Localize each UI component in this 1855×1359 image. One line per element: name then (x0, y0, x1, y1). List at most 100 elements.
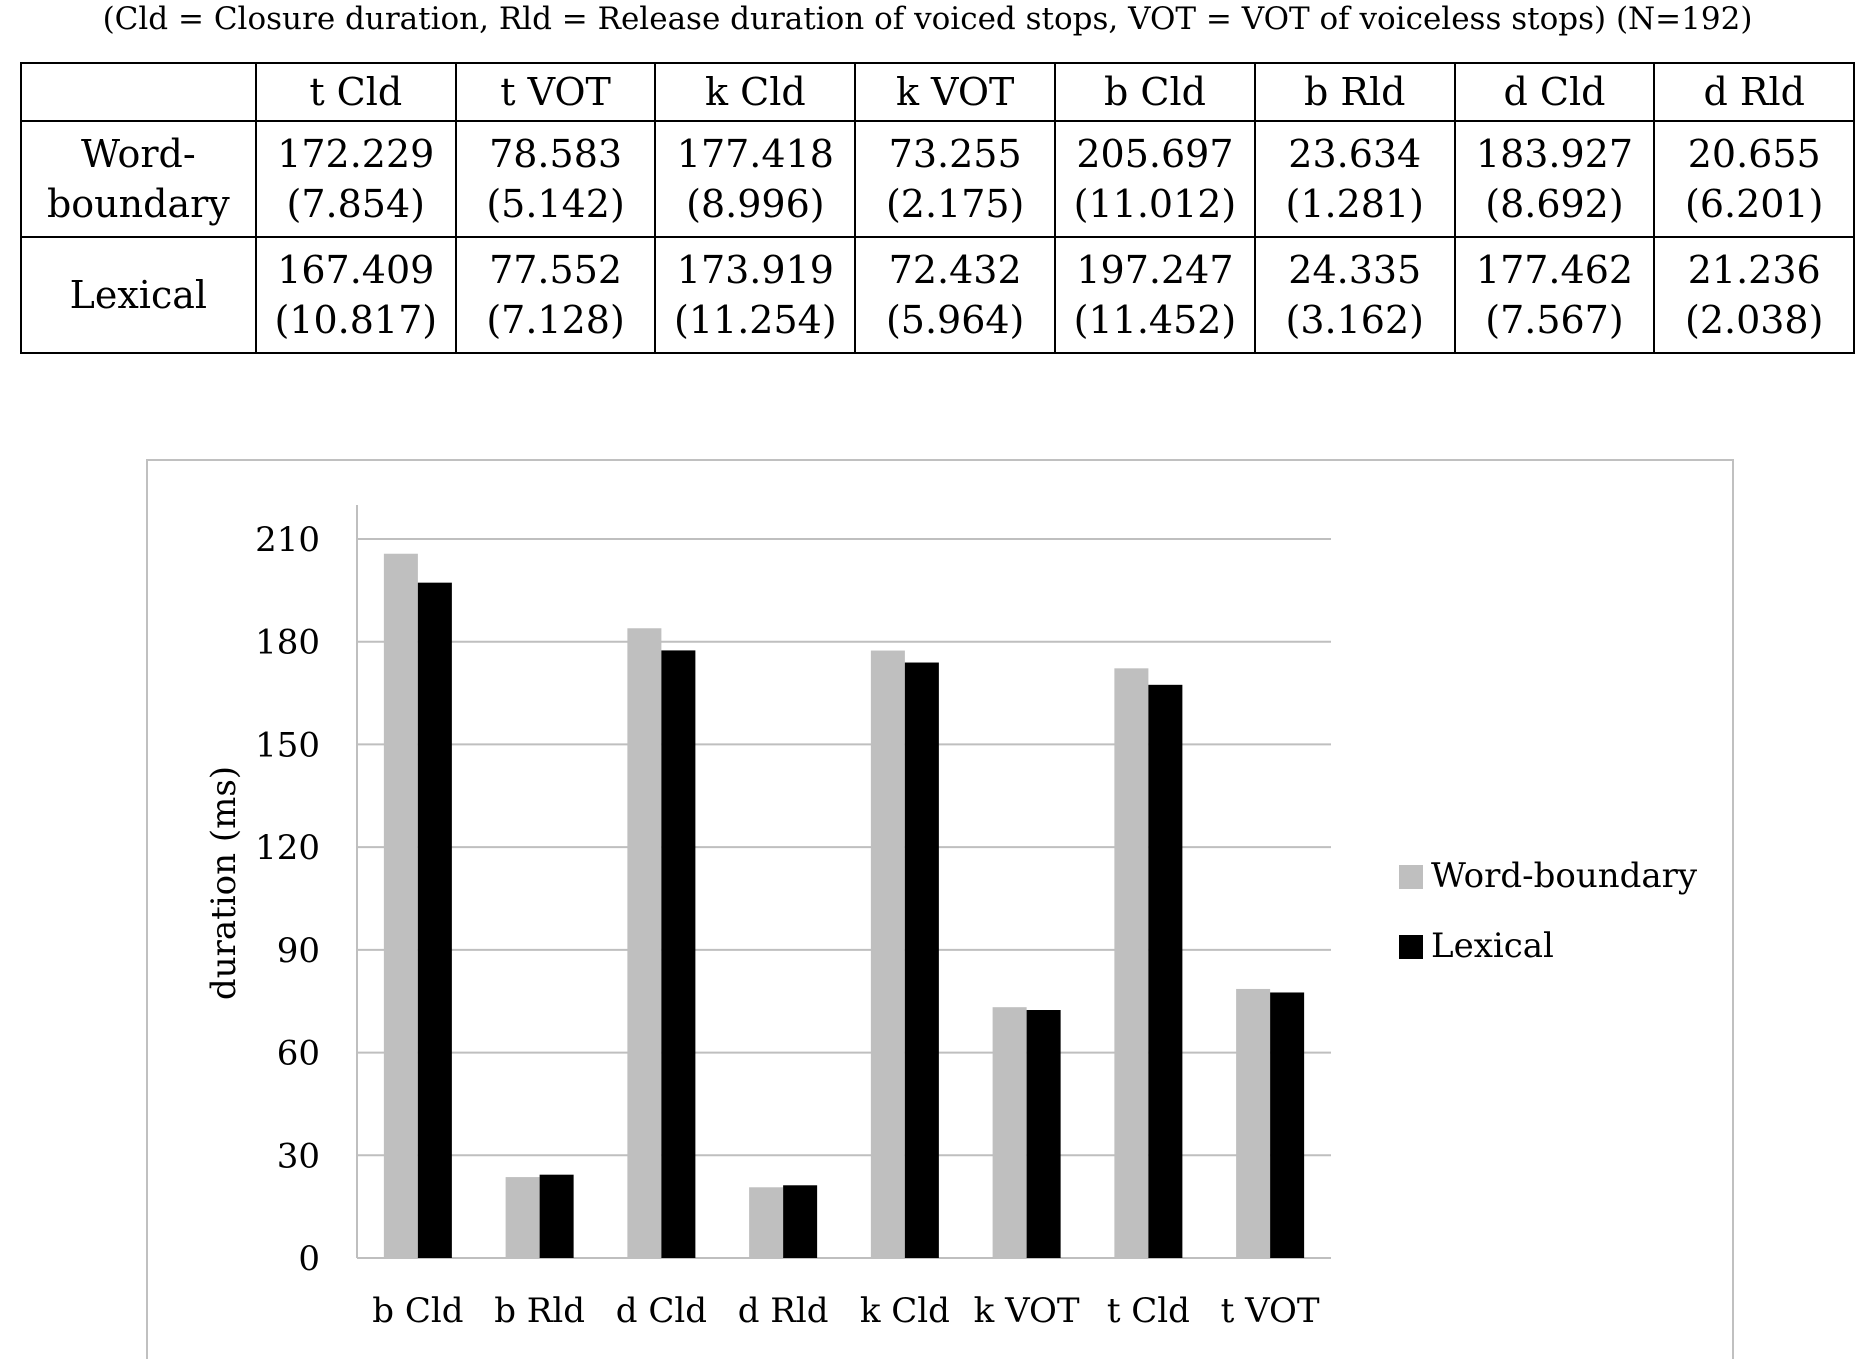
sd-value: (7.567) (1485, 298, 1624, 342)
bar (661, 650, 696, 1258)
row-label: Lexical (20, 236, 257, 354)
mean-value: 173.919 (676, 248, 834, 292)
x-tick-label: t Cld (1107, 1291, 1190, 1331)
bar (1270, 992, 1305, 1258)
bar (870, 650, 905, 1258)
bar (783, 1185, 818, 1258)
sd-value: (7.128) (486, 298, 625, 342)
y-tick-label: 30 (277, 1136, 320, 1176)
y-axis-title: duration (ms) (204, 766, 244, 1000)
mean-value: 172.229 (277, 132, 435, 176)
y-tick-label: 120 (255, 828, 320, 868)
x-tick-label: t VOT (1221, 1291, 1320, 1331)
bar (383, 553, 418, 1258)
table-cell: 78.583 (5.142) (454, 120, 657, 238)
table-cell: 167.409 (10.817) (254, 236, 457, 354)
bar (505, 1177, 540, 1258)
sd-value: (1.281) (1285, 182, 1424, 226)
mean-value: 205.697 (1076, 132, 1234, 176)
sd-value: (8.996) (686, 182, 825, 226)
row-label: Word- boundary (20, 120, 257, 238)
x-tick-label: b Rld (494, 1291, 585, 1331)
table-header-cell: d Cld (1453, 62, 1656, 122)
table-cell: 183.927 (8.692) (1453, 120, 1656, 238)
sd-value: (6.201) (1685, 182, 1824, 226)
bar-chart: 0 30 60 90 120 150 180 210 duration (ms) b Cld b R… (204, 505, 1698, 1331)
legend-swatch (1399, 935, 1423, 959)
sd-value: (10.817) (274, 298, 438, 342)
x-tick-label: d Cld (616, 1291, 707, 1331)
y-tick-label: 210 (255, 520, 320, 560)
chart-frame (146, 459, 1734, 1359)
table-cell: 72.432 (5.964) (854, 236, 1056, 354)
mean-value: 167.409 (277, 248, 435, 292)
table-header-cell: d Rld (1653, 62, 1855, 122)
table-cell: 21.236 (2.038) (1653, 236, 1855, 354)
sd-value: (7.854) (286, 182, 425, 226)
mean-value: 73.255 (888, 132, 1022, 176)
mean-value: 20.655 (1687, 132, 1821, 176)
mean-value: 72.432 (888, 248, 1022, 292)
table-header-cell: b Rld (1254, 62, 1456, 122)
table-cell: 20.655 (6.201) (1653, 120, 1855, 238)
mean-value: 77.552 (489, 248, 623, 292)
table-cell: 172.229 (7.854) (254, 120, 457, 238)
sd-value: (11.452) (1073, 298, 1237, 342)
y-tick-label: 0 (298, 1239, 320, 1279)
mean-value: 177.462 (1475, 248, 1634, 292)
table-cell: 177.418 (8.996) (654, 120, 857, 238)
bar (904, 662, 939, 1258)
x-tick-label: d Rld (738, 1291, 829, 1331)
bar (627, 628, 662, 1258)
table-cell: 24.335 (3.162) (1254, 236, 1456, 354)
legend-label: Lexical (1431, 926, 1554, 966)
table-header-cell: b Cld (1053, 62, 1257, 122)
table-cell: 23.634 (1.281) (1254, 120, 1456, 238)
sd-value: (11.012) (1073, 182, 1237, 226)
bar (749, 1187, 784, 1258)
bar (1114, 668, 1149, 1258)
table-header-cell: t Cld (254, 62, 457, 122)
y-tick-label: 90 (277, 931, 320, 971)
mean-value: 24.335 (1288, 248, 1422, 292)
sd-value: (2.175) (885, 182, 1025, 226)
legend-label: Word-boundary (1431, 856, 1698, 896)
mean-value: 23.634 (1288, 132, 1422, 176)
sd-value: (5.964) (885, 298, 1025, 342)
y-tick-label: 150 (255, 725, 320, 765)
mean-value: 78.583 (489, 132, 623, 176)
duration-table: t Cld t VOT k Cld k VOT b Cld b Rld d Cl… (20, 62, 1855, 354)
table-header-cell (20, 62, 257, 122)
x-tick-label: b Cld (372, 1291, 463, 1331)
table-header-cell: t VOT (454, 62, 657, 122)
table-cell: 197.247 (11.452) (1053, 236, 1257, 354)
mean-value: 197.247 (1076, 248, 1234, 292)
bar (1148, 684, 1183, 1258)
sd-value: (5.142) (486, 182, 625, 226)
x-tick-label: k VOT (974, 1291, 1080, 1331)
table-header-cell: k Cld (654, 62, 857, 122)
sd-value: (2.038) (1685, 298, 1824, 342)
row-label-line: Lexical (69, 273, 208, 317)
table-header-row: t Cld t VOT k Cld k VOT b Cld b Rld d Cl… (20, 62, 1855, 122)
table-header-cell: k VOT (854, 62, 1056, 122)
table-cell: 77.552 (7.128) (454, 236, 657, 354)
bar (1026, 1010, 1061, 1258)
mean-value: 183.927 (1475, 132, 1634, 176)
row-label-line: Word- (81, 132, 196, 176)
table-cell: 177.462 (7.567) (1453, 236, 1656, 354)
table-row: Word- boundary 172.229 (7.854) 78.583 (5.1… (20, 120, 1855, 238)
sd-value: (8.692) (1485, 182, 1624, 226)
bar (992, 1007, 1027, 1258)
table-cell: 173.919 (11.254) (654, 236, 857, 354)
bar (539, 1174, 574, 1258)
sd-value: (3.162) (1285, 298, 1424, 342)
mean-value: 21.236 (1687, 248, 1821, 292)
table-caption: (Cld = Closure duration, Rld = Release d… (102, 1, 1753, 37)
legend-swatch (1399, 865, 1423, 889)
row-label-line: boundary (46, 182, 230, 226)
bar (1236, 988, 1271, 1258)
y-tick-label: 180 (255, 623, 320, 663)
bar (417, 582, 452, 1258)
sd-value: (11.254) (674, 298, 837, 342)
